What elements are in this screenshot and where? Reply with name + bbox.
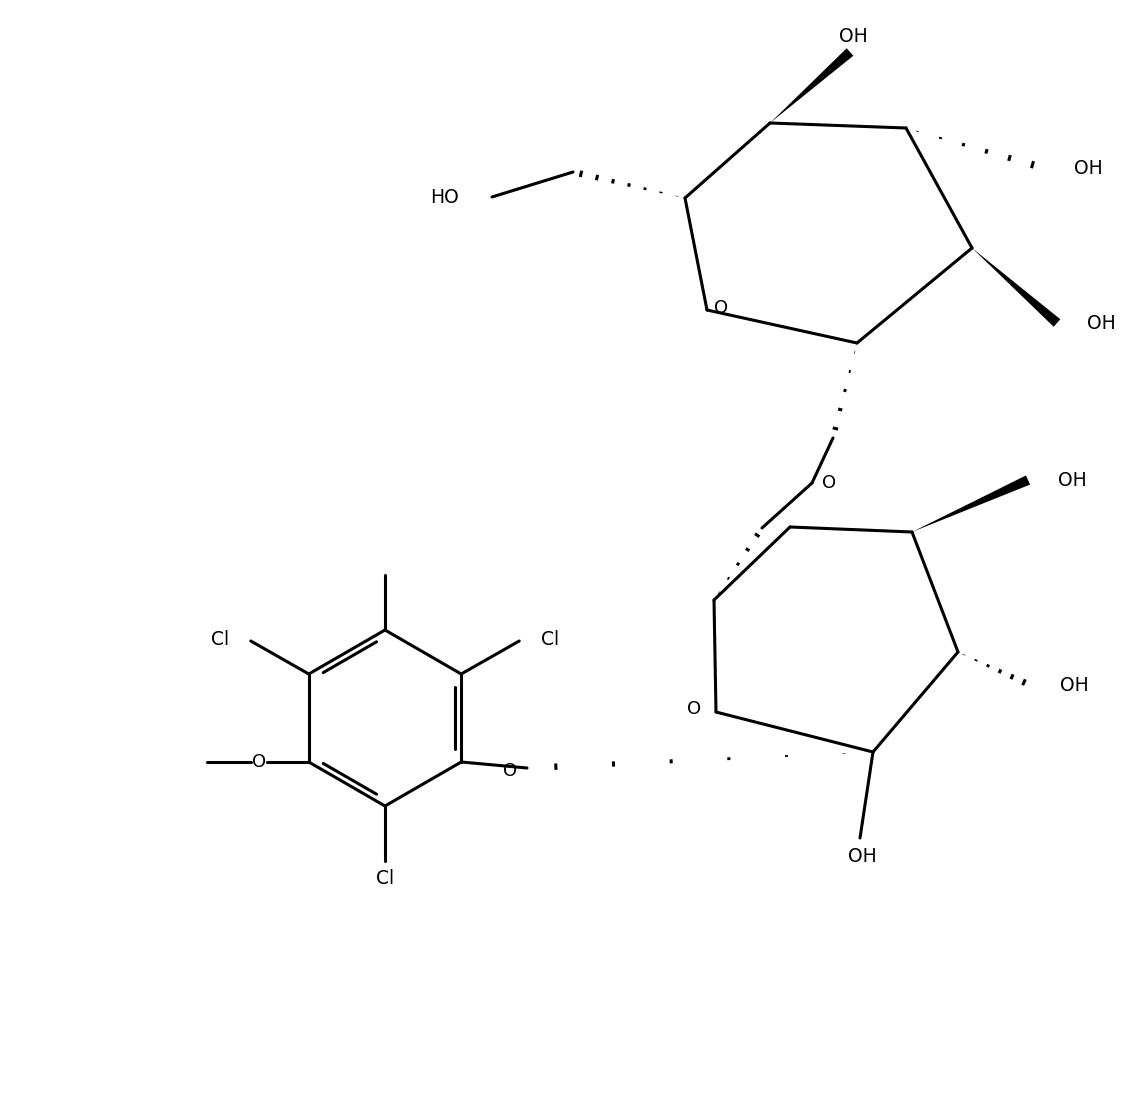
Polygon shape — [912, 476, 1030, 532]
Text: O: O — [714, 299, 728, 317]
Polygon shape — [972, 248, 1060, 326]
Polygon shape — [770, 48, 854, 123]
Text: O: O — [686, 700, 701, 719]
Text: O: O — [252, 753, 266, 771]
Text: OH: OH — [848, 848, 877, 867]
Text: Cl: Cl — [211, 629, 229, 648]
Text: OH: OH — [1088, 313, 1116, 332]
Text: OH: OH — [839, 27, 868, 46]
Text: HO: HO — [430, 187, 460, 206]
Text: O: O — [822, 473, 837, 492]
Text: Cl: Cl — [376, 869, 394, 888]
Text: OH: OH — [1058, 470, 1086, 489]
Text: OH: OH — [1074, 158, 1102, 177]
Text: O: O — [503, 762, 517, 780]
Text: OH: OH — [1060, 675, 1089, 694]
Text: Cl: Cl — [541, 629, 559, 648]
